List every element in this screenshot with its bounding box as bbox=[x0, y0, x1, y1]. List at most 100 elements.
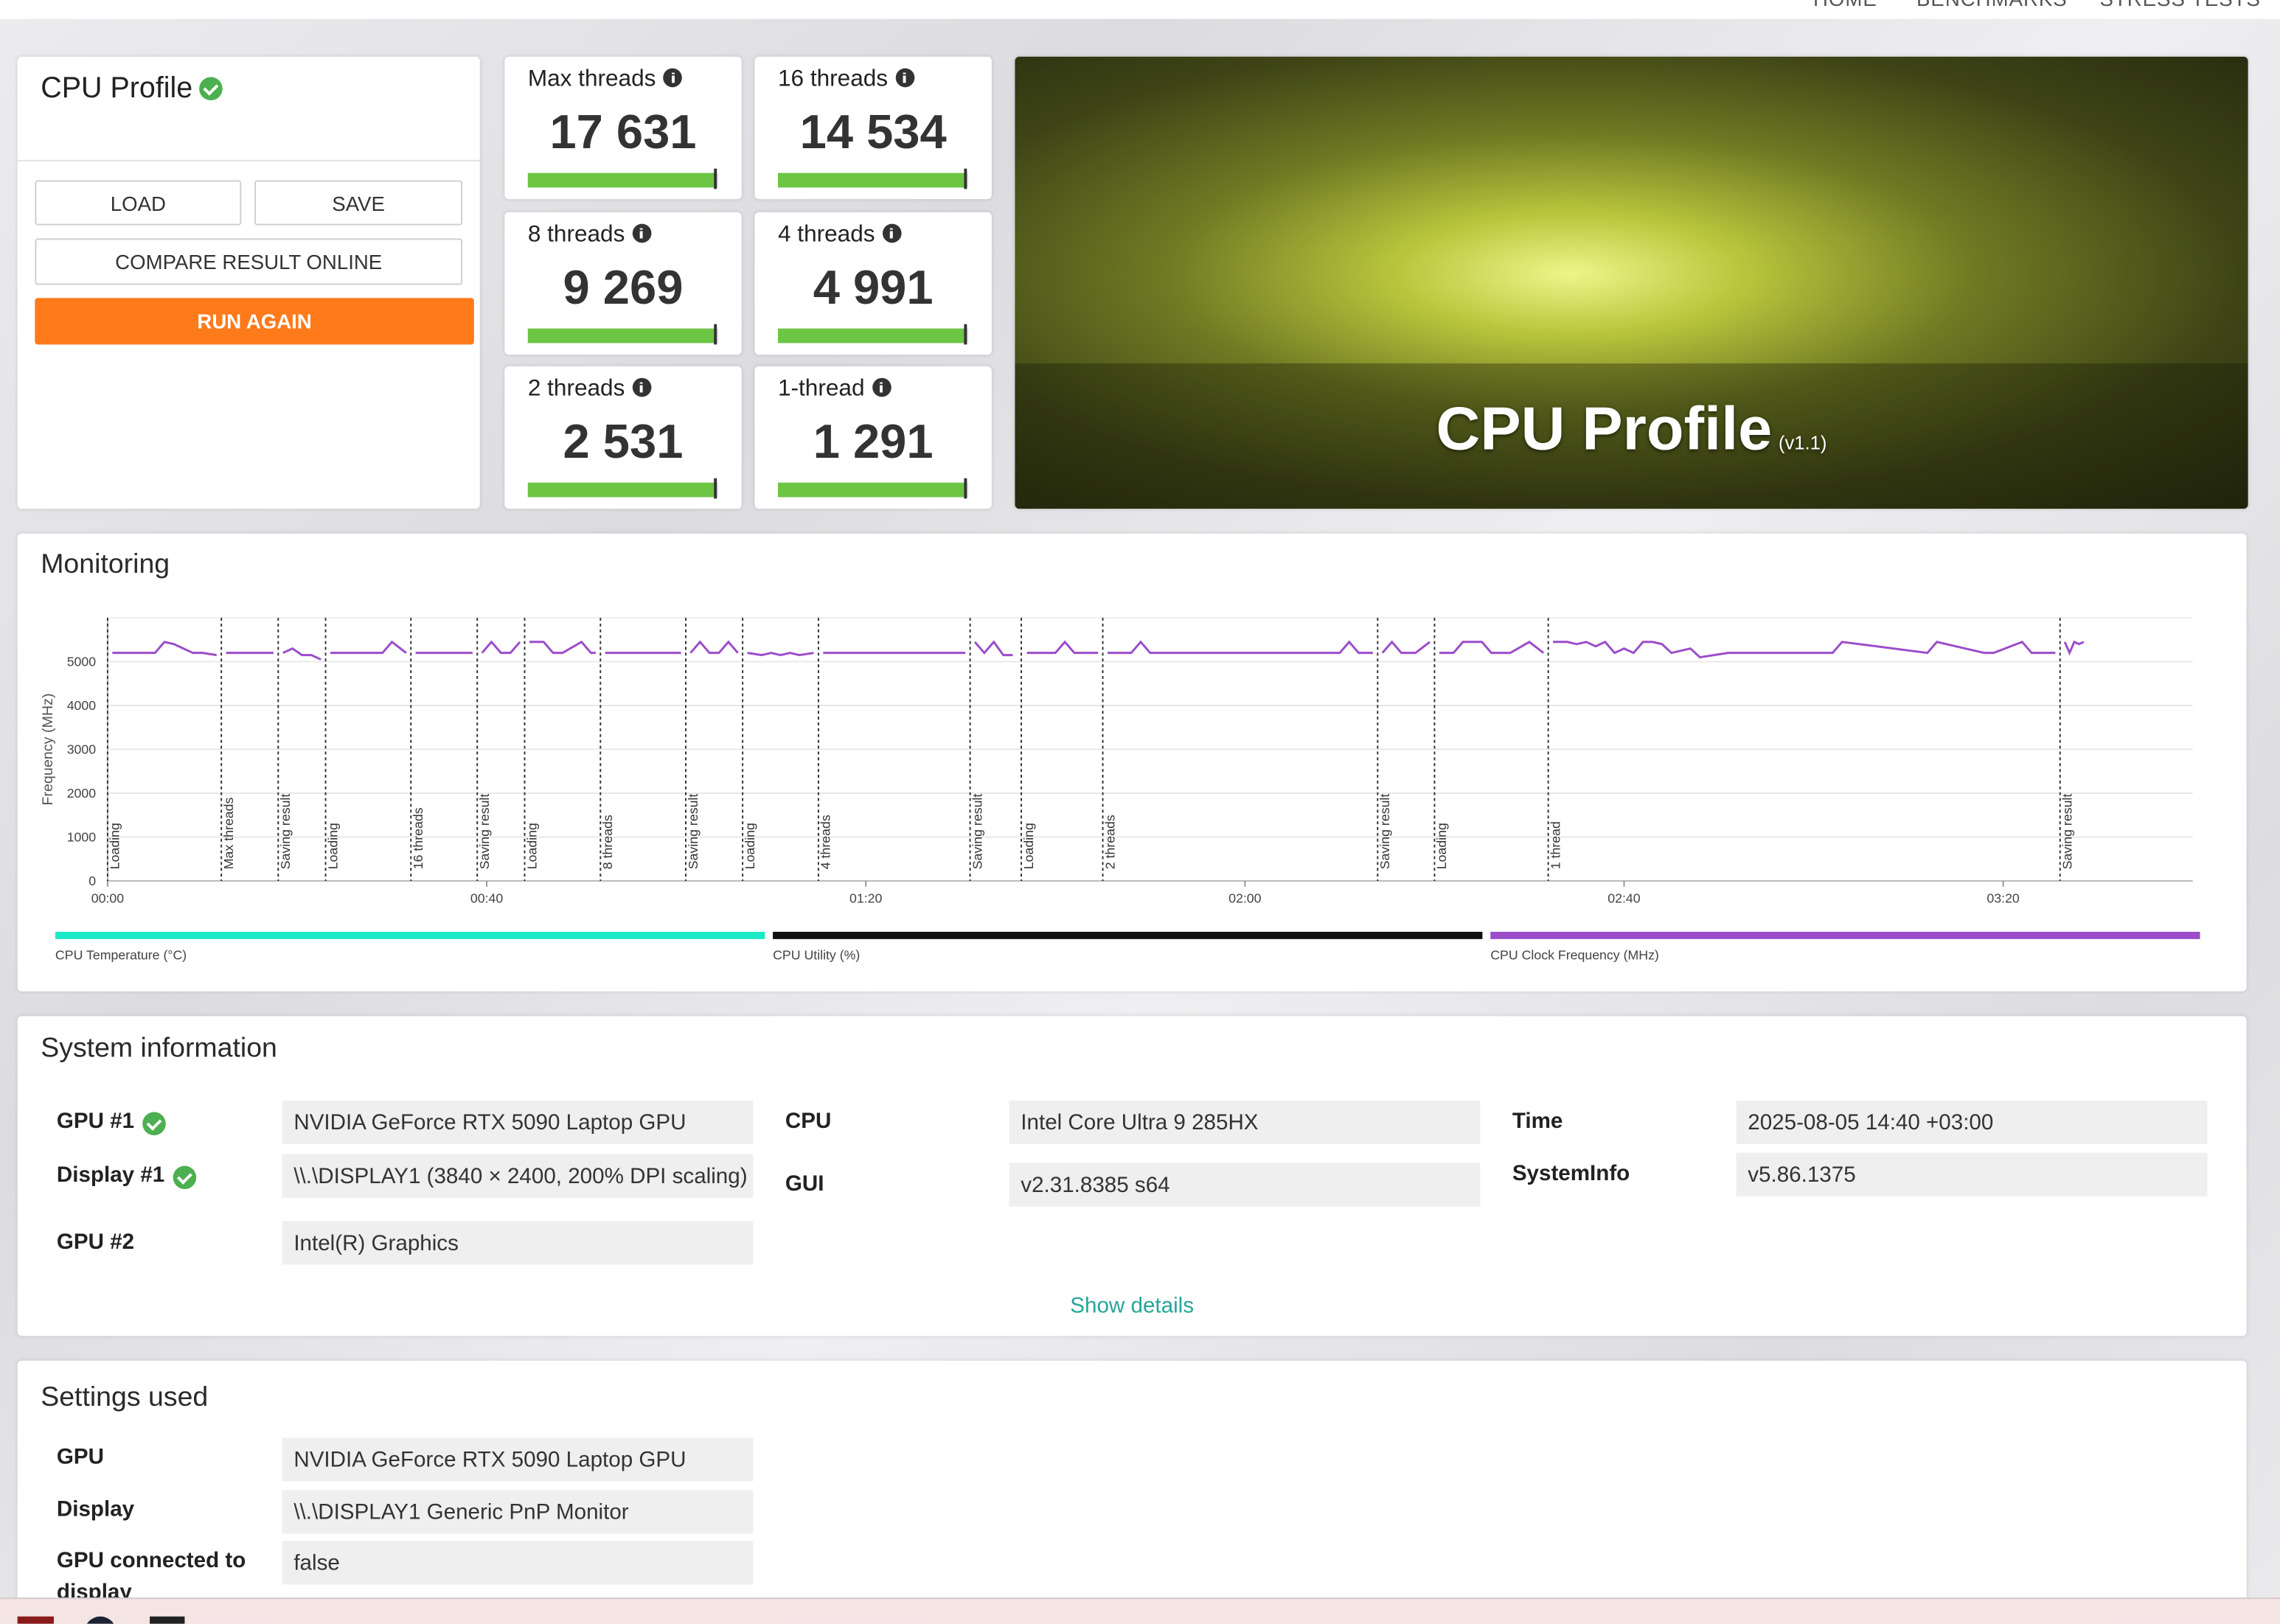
phase-label: Loading bbox=[108, 823, 122, 869]
score-bar bbox=[527, 482, 716, 498]
phase-label: 2 threads bbox=[1102, 815, 1117, 869]
banner-band bbox=[1015, 363, 2248, 509]
phase-label: Loading bbox=[325, 823, 340, 869]
score-label-row: 8 threads bbox=[528, 223, 651, 248]
setting-value: NVIDIA GeForce RTX 5090 Laptop GPU bbox=[282, 1437, 754, 1482]
score-bar-marker bbox=[964, 478, 967, 499]
setting-value: false bbox=[282, 1541, 754, 1585]
score-label: 4 threads bbox=[777, 222, 875, 248]
score-value: 4 991 bbox=[813, 259, 934, 314]
setting-label: GPU connected to display bbox=[56, 1548, 246, 1606]
info-icon[interactable] bbox=[632, 377, 651, 397]
info-icon[interactable] bbox=[663, 68, 682, 88]
taskbar-icon[interactable] bbox=[150, 1616, 185, 1624]
score-label: 16 threads bbox=[777, 66, 889, 92]
nav-link[interactable]: STRESS TESTS bbox=[2099, 0, 2260, 10]
y-tick-label: 3000 bbox=[67, 742, 97, 756]
profile-title: CPU Profile bbox=[41, 72, 193, 105]
taskbar-icon[interactable] bbox=[84, 1616, 117, 1624]
nav-link[interactable]: BENCHMARKS bbox=[1916, 0, 2068, 10]
info-label: Display #1 bbox=[56, 1163, 165, 1188]
taskbar-icon[interactable] bbox=[17, 1616, 54, 1624]
verified-icon bbox=[173, 1165, 197, 1190]
phase-label: Loading bbox=[1021, 823, 1036, 869]
taskbar bbox=[0, 1597, 2280, 1624]
info-icon[interactable] bbox=[632, 223, 651, 243]
x-tick-label: 00:00 bbox=[91, 891, 125, 906]
banner-text: CPU Profile (v1.1) bbox=[1015, 394, 2248, 464]
score-label: Max threads bbox=[527, 66, 656, 92]
phase-label: Saving result bbox=[970, 794, 984, 870]
score-bar-marker bbox=[964, 324, 967, 345]
info-value: \\.\DISPLAY1 (3840 × 2400, 200% DPI scal… bbox=[282, 1154, 754, 1198]
score-tile: 16 threads 14 534 bbox=[754, 56, 992, 200]
system-info-card: System information Show details GPU #1 NV… bbox=[17, 1016, 2247, 1337]
button[interactable]: COMPARE RESULT ONLINE bbox=[35, 238, 463, 285]
y-tick-label: 5000 bbox=[67, 654, 97, 669]
score-label: 8 threads bbox=[527, 222, 625, 248]
nav-link[interactable]: HOME bbox=[1813, 0, 1877, 10]
phase-label: 4 threads bbox=[818, 815, 833, 869]
setting-value: \\.\DISPLAY1 Generic PnP Monitor bbox=[282, 1490, 754, 1534]
verified-icon bbox=[142, 1112, 166, 1136]
score-tile: 4 threads 4 991 bbox=[754, 212, 992, 355]
info-icon[interactable] bbox=[872, 377, 891, 397]
info-icon[interactable] bbox=[882, 223, 902, 243]
phase-label: Saving result bbox=[2060, 794, 2075, 870]
info-label: CPU bbox=[785, 1109, 832, 1135]
x-tick-label: 02:40 bbox=[1608, 891, 1641, 906]
info-value: 2025-08-05 14:40 +03:00 bbox=[1736, 1100, 2208, 1144]
y-tick-label: 0 bbox=[88, 874, 96, 888]
score-bar bbox=[527, 172, 716, 188]
score-bar bbox=[527, 328, 716, 344]
legend-swatch bbox=[55, 932, 765, 939]
score-bar bbox=[777, 328, 966, 344]
score-bar bbox=[777, 482, 966, 498]
score-label-row: 1-thread bbox=[778, 377, 891, 402]
monitoring-title: Monitoring bbox=[41, 549, 170, 580]
banner-version: (v1.1) bbox=[1778, 431, 1827, 454]
button[interactable]: LOAD bbox=[35, 180, 242, 226]
score-value: 1 291 bbox=[813, 414, 934, 468]
info-value: Intel Core Ultra 9 285HX bbox=[1009, 1100, 1481, 1144]
info-label: GPU #2 bbox=[56, 1230, 135, 1255]
legend-label: CPU Utility (%) bbox=[773, 947, 860, 962]
score-label-row: 16 threads bbox=[778, 67, 914, 93]
divider bbox=[17, 159, 480, 161]
y-tick-label: 1000 bbox=[67, 829, 97, 844]
score-label-row: Max threads bbox=[528, 67, 682, 93]
setting-label: GPU bbox=[56, 1445, 105, 1470]
score-value: 17 631 bbox=[549, 104, 697, 158]
score-label: 1-thread bbox=[777, 376, 865, 402]
phase-label: Max threads bbox=[221, 798, 236, 870]
phase-label: Loading bbox=[524, 823, 539, 869]
info-label: Time bbox=[1512, 1109, 1563, 1135]
show-details-link[interactable]: Show details bbox=[1070, 1294, 1195, 1319]
score-value: 9 269 bbox=[563, 259, 684, 314]
score-bar-marker bbox=[714, 168, 717, 189]
info-value: v2.31.8385 s64 bbox=[1009, 1163, 1481, 1207]
score-bar-marker bbox=[714, 478, 717, 499]
info-icon[interactable] bbox=[894, 68, 914, 88]
settings-card: Settings used GPU NVIDIA GeForce RTX 5090… bbox=[17, 1360, 2247, 1624]
line-series bbox=[112, 640, 2085, 661]
y-axis-label: Frequency (MHz) bbox=[40, 693, 56, 805]
score-bar-marker bbox=[714, 324, 717, 345]
button[interactable]: RUN AGAIN bbox=[35, 298, 474, 345]
info-value: NVIDIA GeForce RTX 5090 Laptop GPU bbox=[282, 1100, 754, 1144]
setting-label: Display bbox=[56, 1497, 135, 1522]
system-info-title: System information bbox=[41, 1034, 277, 1064]
x-tick-label: 01:20 bbox=[849, 891, 883, 906]
x-tick-label: 03:20 bbox=[1987, 891, 2020, 906]
score-tile: Max threads 17 631 bbox=[504, 56, 742, 200]
legend-label: CPU Clock Frequency (MHz) bbox=[1490, 947, 1659, 962]
x-tick-label: 02:00 bbox=[1228, 891, 1262, 906]
phase-label: Loading bbox=[743, 823, 757, 869]
phase-label: Saving result bbox=[686, 794, 701, 870]
profile-card: CPU Profile LOAD SAVE COMPARE RESULT ONLIN… bbox=[17, 56, 480, 509]
verified-icon bbox=[199, 77, 223, 101]
score-bar-marker bbox=[964, 168, 967, 189]
button[interactable]: SAVE bbox=[254, 180, 463, 226]
info-value: Intel(R) Graphics bbox=[282, 1221, 754, 1265]
